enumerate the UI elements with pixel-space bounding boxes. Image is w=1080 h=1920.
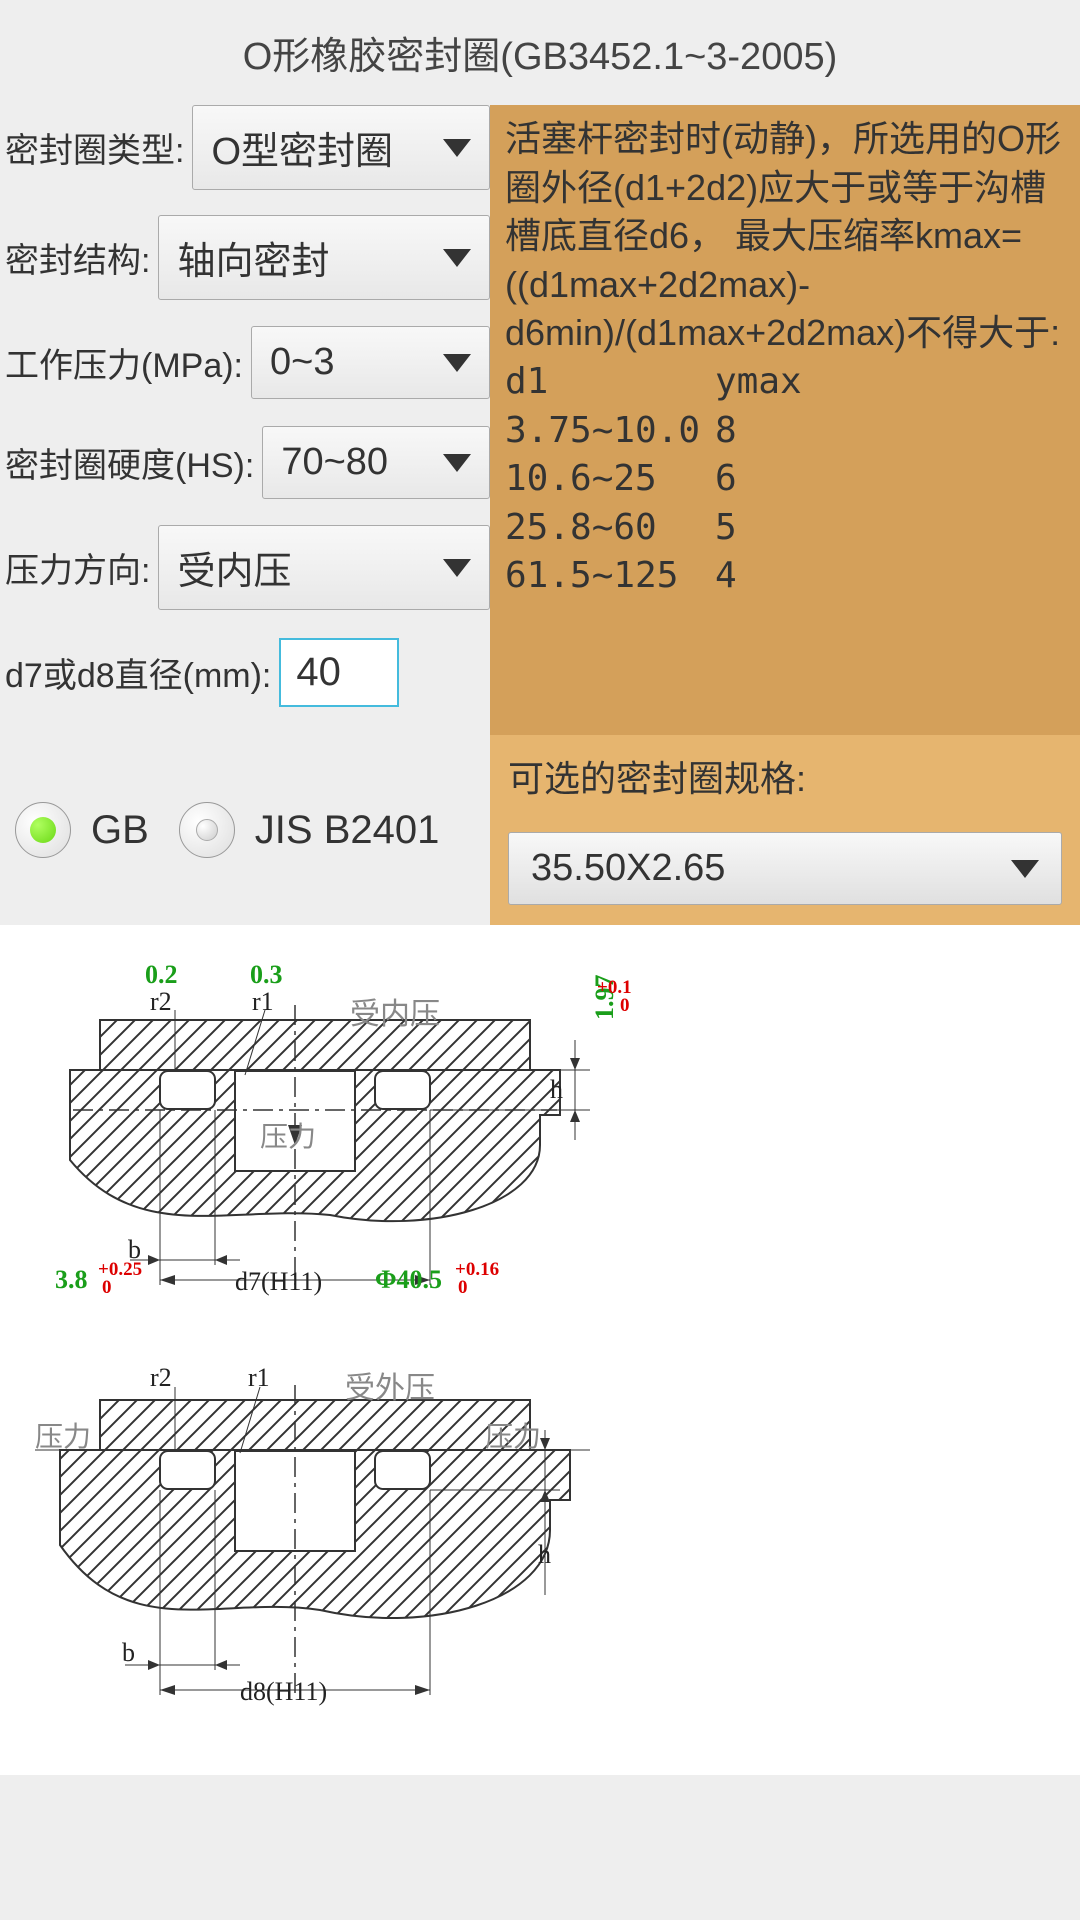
radio-selected-icon (30, 817, 56, 843)
diagram-internal-pressure: 0.2 0.3 r2 r1 受内压 压力 h 1.97 +0.1 0 b 3.8… (30, 945, 1050, 1305)
info-cell: 61.5~125 (505, 552, 715, 601)
pressure-dir-dropdown[interactable]: 受内压 (158, 525, 490, 610)
diagram1-pressure: 压力 (260, 1115, 316, 1155)
seal-structure-value: 轴向密封 (177, 230, 329, 285)
main-container: 密封圈类型: O型密封圈 密封结构: 轴向密封 工作压力(MPa): 0~3 密… (0, 105, 1080, 735)
hardness-row: 密封圈硬度(HS): 70~80 (5, 425, 490, 500)
info-table-row: 3.75~10.0 8 (505, 407, 1065, 456)
r1-value: 0.3 (250, 960, 283, 990)
form-section: 密封圈类型: O型密封圈 密封结构: 轴向密封 工作压力(MPa): 0~3 密… (0, 105, 490, 735)
spec-value: 35.50X2.65 (531, 847, 725, 890)
seal-structure-row: 密封结构: 轴向密封 (5, 215, 490, 300)
h-label: h (538, 1540, 551, 1570)
info-cell: 6 (715, 455, 737, 504)
jis-label: JIS B2401 (255, 808, 440, 853)
seal-type-dropdown[interactable]: O型密封圈 (192, 105, 490, 190)
pressure-dir-row: 压力方向: 受内压 (5, 525, 490, 610)
dropdown-arrow-icon (443, 454, 471, 472)
diagram1-svg (30, 945, 650, 1305)
gb-radio[interactable]: GB (15, 802, 149, 858)
pressure-right: 压力 (485, 1415, 541, 1455)
info-cell: 4 (715, 552, 737, 601)
info-table-row: 61.5~125 4 (505, 552, 1065, 601)
info-table-header: d1 ymax (505, 358, 1065, 407)
info-cell: 3.75~10.0 (505, 407, 715, 456)
spec-title: 可选的密封圈规格: (508, 750, 1062, 802)
r2-value: 0.2 (145, 960, 178, 990)
h-label: h (550, 1075, 563, 1105)
b-tol-lower: 0 (102, 1277, 112, 1299)
jis-radio[interactable]: JIS B2401 (179, 802, 440, 858)
diameter-label: d7或d8直径(mm): (5, 648, 271, 697)
info-cell: 10.6~25 (505, 455, 715, 504)
radio-icon (179, 802, 235, 858)
r1-label: r1 (248, 1363, 270, 1393)
seal-type-value: O型密封圈 (211, 120, 393, 175)
diagram-area: 0.2 0.3 r2 r1 受内压 压力 h 1.97 +0.1 0 b 3.8… (0, 925, 1080, 1775)
diameter-input[interactable] (279, 638, 399, 707)
info-cell: 25.8~60 (505, 504, 715, 553)
dropdown-arrow-icon (443, 249, 471, 267)
info-cell: 8 (715, 407, 737, 456)
spec-dropdown[interactable]: 35.50X2.65 (508, 832, 1062, 905)
r2-label: r2 (150, 1363, 172, 1393)
d7-value: Φ40.5 (375, 1265, 442, 1295)
dropdown-arrow-icon (443, 559, 471, 577)
info-header-d1: d1 (505, 358, 715, 407)
info-section: 活塞杆密封时(动静)，所选用的O形圈外径(d1+2d2)应大于或等于沟槽槽底直径… (490, 105, 1080, 735)
seal-type-label: 密封圈类型: (5, 123, 184, 172)
seal-structure-dropdown[interactable]: 轴向密封 (158, 215, 490, 300)
standards-spec-row: GB JIS B2401 可选的密封圈规格: 35.50X2.65 (0, 735, 1080, 925)
b-value: 3.8 (55, 1265, 88, 1295)
dropdown-arrow-icon (443, 354, 471, 372)
seal-type-row: 密封圈类型: O型密封圈 (5, 105, 490, 190)
work-pressure-label: 工作压力(MPa): (5, 338, 243, 387)
work-pressure-row: 工作压力(MPa): 0~3 (5, 325, 490, 400)
diagram1-type: 受内压 (350, 989, 440, 1033)
info-table-row: 25.8~60 5 (505, 504, 1065, 553)
d8-label: d8(H11) (240, 1677, 327, 1707)
pressure-left: 压力 (35, 1415, 91, 1455)
standards-section: GB JIS B2401 (0, 772, 490, 888)
radio-unselected-icon (196, 819, 218, 841)
b-label: b (122, 1638, 135, 1668)
spec-section: 可选的密封圈规格: 35.50X2.65 (490, 735, 1080, 925)
r1-label: r1 (252, 987, 274, 1017)
gb-label: GB (91, 808, 149, 853)
work-pressure-dropdown[interactable]: 0~3 (251, 326, 490, 399)
pressure-dir-label: 压力方向: (5, 543, 150, 592)
info-header-ymax: ymax (715, 358, 802, 407)
pressure-dir-value: 受内压 (177, 540, 291, 595)
hardness-dropdown[interactable]: 70~80 (262, 426, 490, 499)
r2-label: r2 (150, 987, 172, 1017)
work-pressure-value: 0~3 (270, 341, 334, 384)
dropdown-arrow-icon (443, 139, 471, 157)
page-title: O形橡胶密封圈(GB3452.1~3-2005) (0, 0, 1080, 105)
info-cell: 5 (715, 504, 737, 553)
d7-tol-lower: 0 (458, 1277, 468, 1299)
diagram-external-pressure: r2 r1 受外压 压力 压力 h b d8(H11) (30, 1345, 1050, 1715)
seal-structure-label: 密封结构: (5, 233, 150, 282)
d7-label: d7(H11) (235, 1267, 322, 1297)
hardness-value: 70~80 (281, 441, 388, 484)
hardness-label: 密封圈硬度(HS): (5, 438, 254, 487)
radio-icon (15, 802, 71, 858)
h-tol-lower: 0 (620, 995, 630, 1017)
diagram2-type: 受外压 (345, 1363, 435, 1407)
info-table-row: 10.6~25 6 (505, 455, 1065, 504)
dropdown-arrow-icon (1011, 860, 1039, 878)
info-text: 活塞杆密封时(动静)，所选用的O形圈外径(d1+2d2)应大于或等于沟槽槽底直径… (505, 115, 1065, 358)
diameter-row: d7或d8直径(mm): (5, 635, 490, 710)
